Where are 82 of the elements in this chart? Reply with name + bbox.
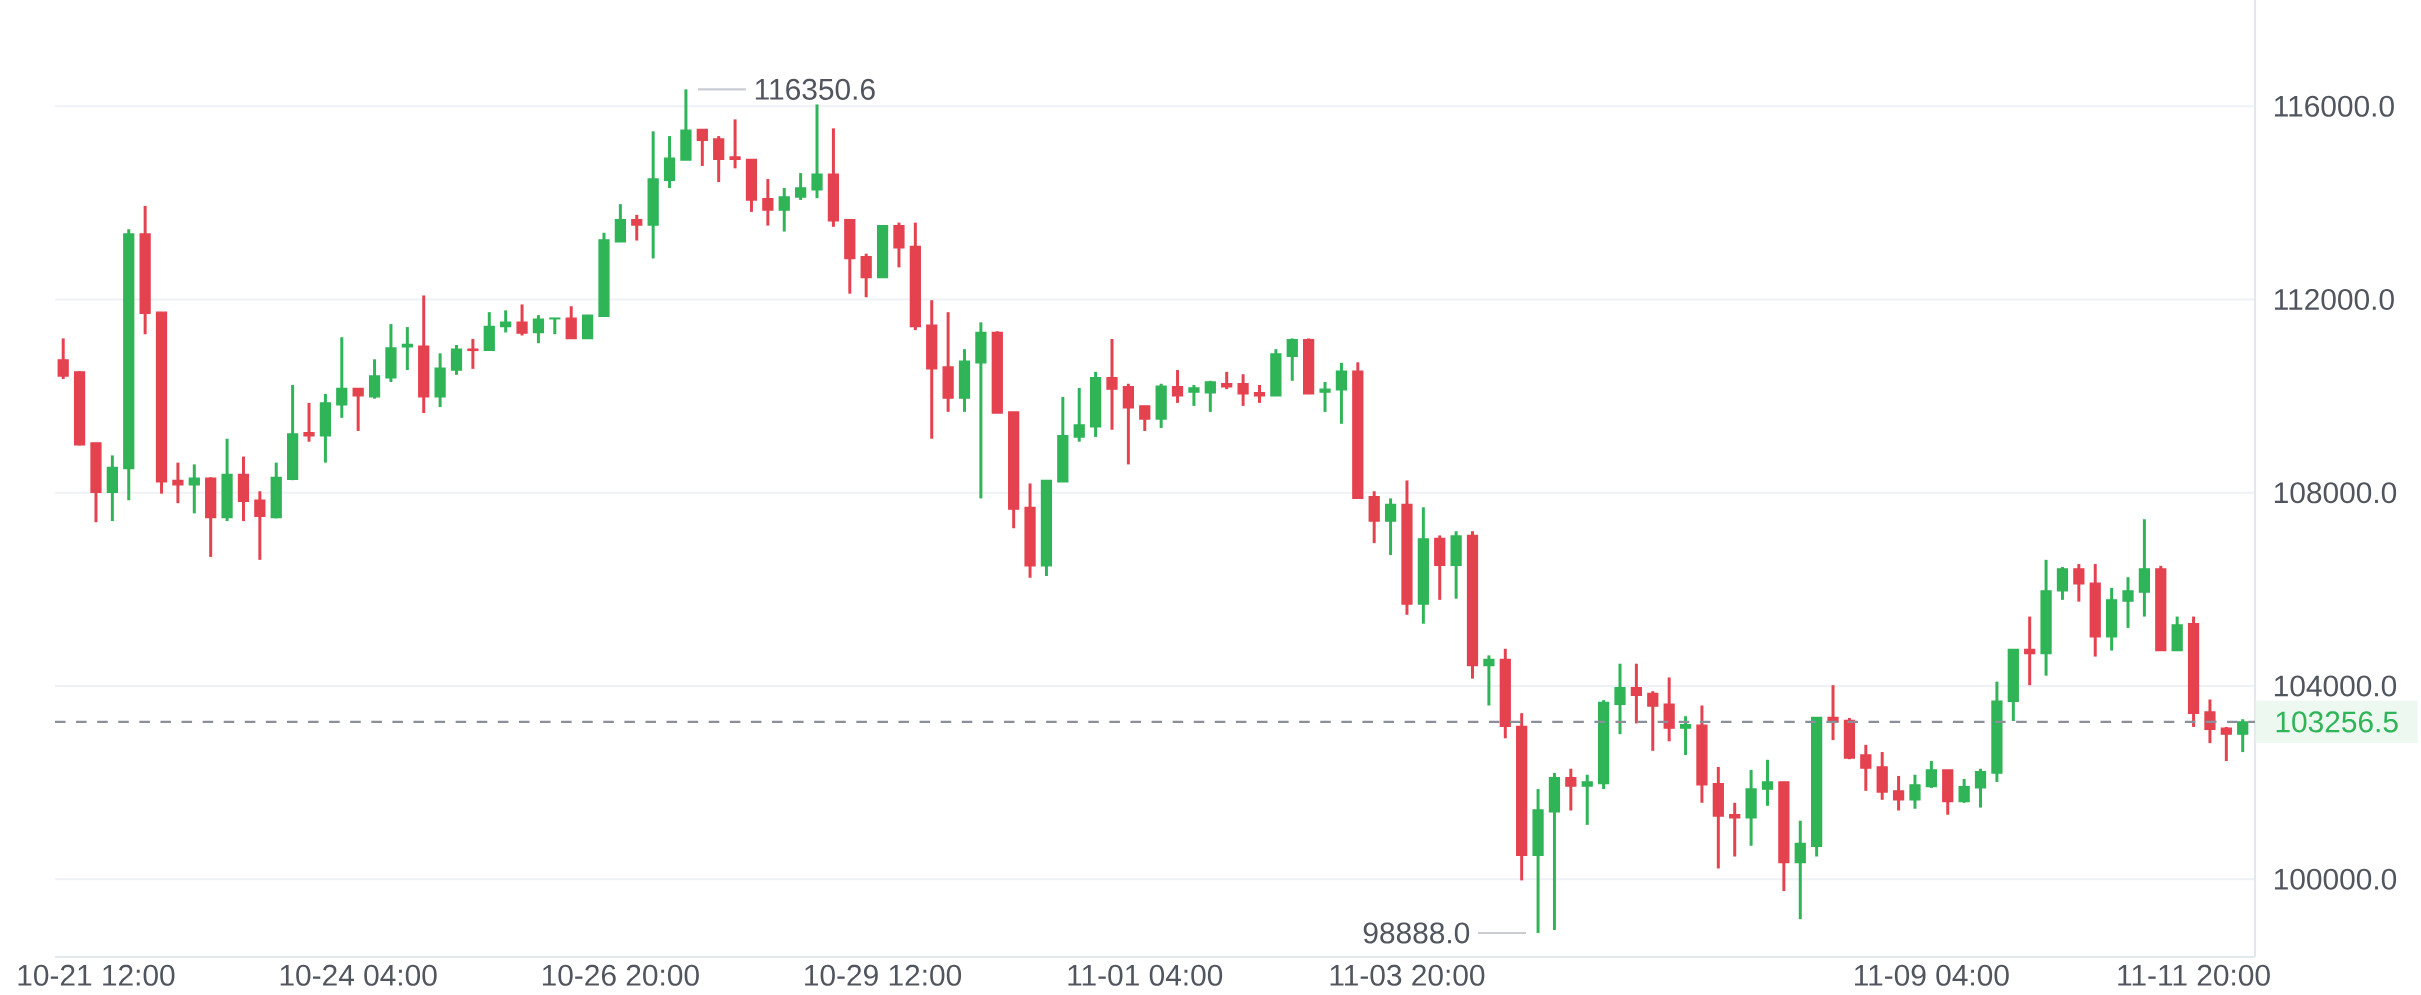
- candlestick: [1958, 777, 1970, 805]
- candlestick: [57, 336, 69, 381]
- candlestick: [1286, 336, 1298, 383]
- candlestick: [2073, 562, 2085, 604]
- candlestick: [1761, 758, 1774, 808]
- candlestick: [778, 186, 790, 234]
- candlestick: [2237, 717, 2249, 754]
- candlestick: [303, 401, 315, 444]
- y-tick-label: 100000.0: [2274, 868, 2397, 890]
- candlestick: [2138, 517, 2151, 619]
- candlestick: [1647, 689, 1659, 753]
- candlestick: [696, 128, 708, 168]
- x-tick-label: 11-01 04:00: [1068, 964, 1223, 986]
- candlestick: [1663, 675, 1675, 743]
- x-tick-label: 10-21 12:00: [18, 964, 175, 986]
- candlestick: [713, 134, 725, 184]
- y-tick-label: 108000.0: [2274, 482, 2397, 504]
- candlestick: [614, 202, 626, 244]
- candlestick: [1073, 386, 1085, 444]
- x-tick-label: 11-03 20:00: [1330, 964, 1485, 986]
- candlestick: [1794, 819, 1806, 921]
- candlestick: [663, 134, 676, 190]
- candlestick: [483, 310, 495, 352]
- annotation: 116350.6: [755, 78, 875, 100]
- candlestick: [729, 117, 741, 170]
- candlestick: [1106, 337, 1118, 432]
- candlestick: [1909, 773, 1921, 811]
- candlestick: [1679, 714, 1692, 757]
- candlestick: [352, 387, 364, 433]
- candlestick: [172, 461, 184, 505]
- candlestick: [254, 489, 266, 562]
- candlestick: [2024, 615, 2036, 687]
- candlestick: [2056, 565, 2069, 602]
- candlestick: [1974, 767, 1987, 810]
- x-tick-label: 10-26 20:00: [542, 964, 699, 986]
- candlestick: [2122, 575, 2134, 630]
- annotation: 98888.0: [1363, 922, 1470, 944]
- candlestick: [1384, 496, 1397, 557]
- candlestick: [1860, 743, 1872, 793]
- candlestick: [565, 304, 577, 340]
- candlestick: [368, 357, 381, 401]
- candlestick: [516, 302, 528, 337]
- candlestick: [1188, 383, 1200, 408]
- candlestick: [1483, 653, 1495, 708]
- candlestick: [1614, 662, 1626, 736]
- candlestick: [811, 102, 823, 200]
- candlestick: [631, 213, 643, 243]
- candlestick: [467, 337, 479, 371]
- candlestick: [795, 171, 807, 202]
- candlestick: [1565, 767, 1577, 813]
- candlestick: [1892, 774, 1905, 813]
- y-tick-label: 104000.0: [2274, 675, 2397, 697]
- candlestick: [1139, 404, 1151, 433]
- x-tick-label: 11-09 04:00: [1855, 964, 2009, 986]
- candlestick: [860, 252, 872, 299]
- candlestick: [1204, 379, 1216, 414]
- ref-line-label: 103256.5: [2276, 711, 2398, 733]
- candlestick: [532, 313, 545, 345]
- y-tick-label: 116000.0: [2274, 95, 2394, 117]
- x-tick-label: 11-11 20:00: [2118, 964, 2270, 986]
- x-tick-label: 10-29 12:00: [805, 964, 962, 986]
- candlestick: [2204, 698, 2216, 745]
- candlestick: [1171, 368, 1184, 405]
- candlestick: [1122, 382, 1135, 466]
- candlestick: [1335, 361, 1348, 426]
- candlestick: [1237, 372, 1249, 408]
- candlestick: [450, 343, 463, 377]
- candlestick: [893, 221, 905, 269]
- candlestick: [1319, 380, 1331, 414]
- y-tick-label: 112000.0: [2274, 288, 2394, 311]
- candlestick: [188, 462, 200, 515]
- candlestick: [1581, 773, 1593, 827]
- candlestick: [762, 177, 774, 228]
- candlestick: [2220, 725, 2232, 763]
- candlestick: [500, 308, 512, 334]
- candlestick: [336, 335, 348, 420]
- candlestick: [1925, 759, 1937, 790]
- candlestick: [1729, 801, 1741, 859]
- candlestick: [549, 316, 561, 336]
- x-tick-label: 10-24 04:00: [280, 964, 437, 986]
- candlestick: [1630, 662, 1643, 725]
- candlestick: [581, 313, 594, 340]
